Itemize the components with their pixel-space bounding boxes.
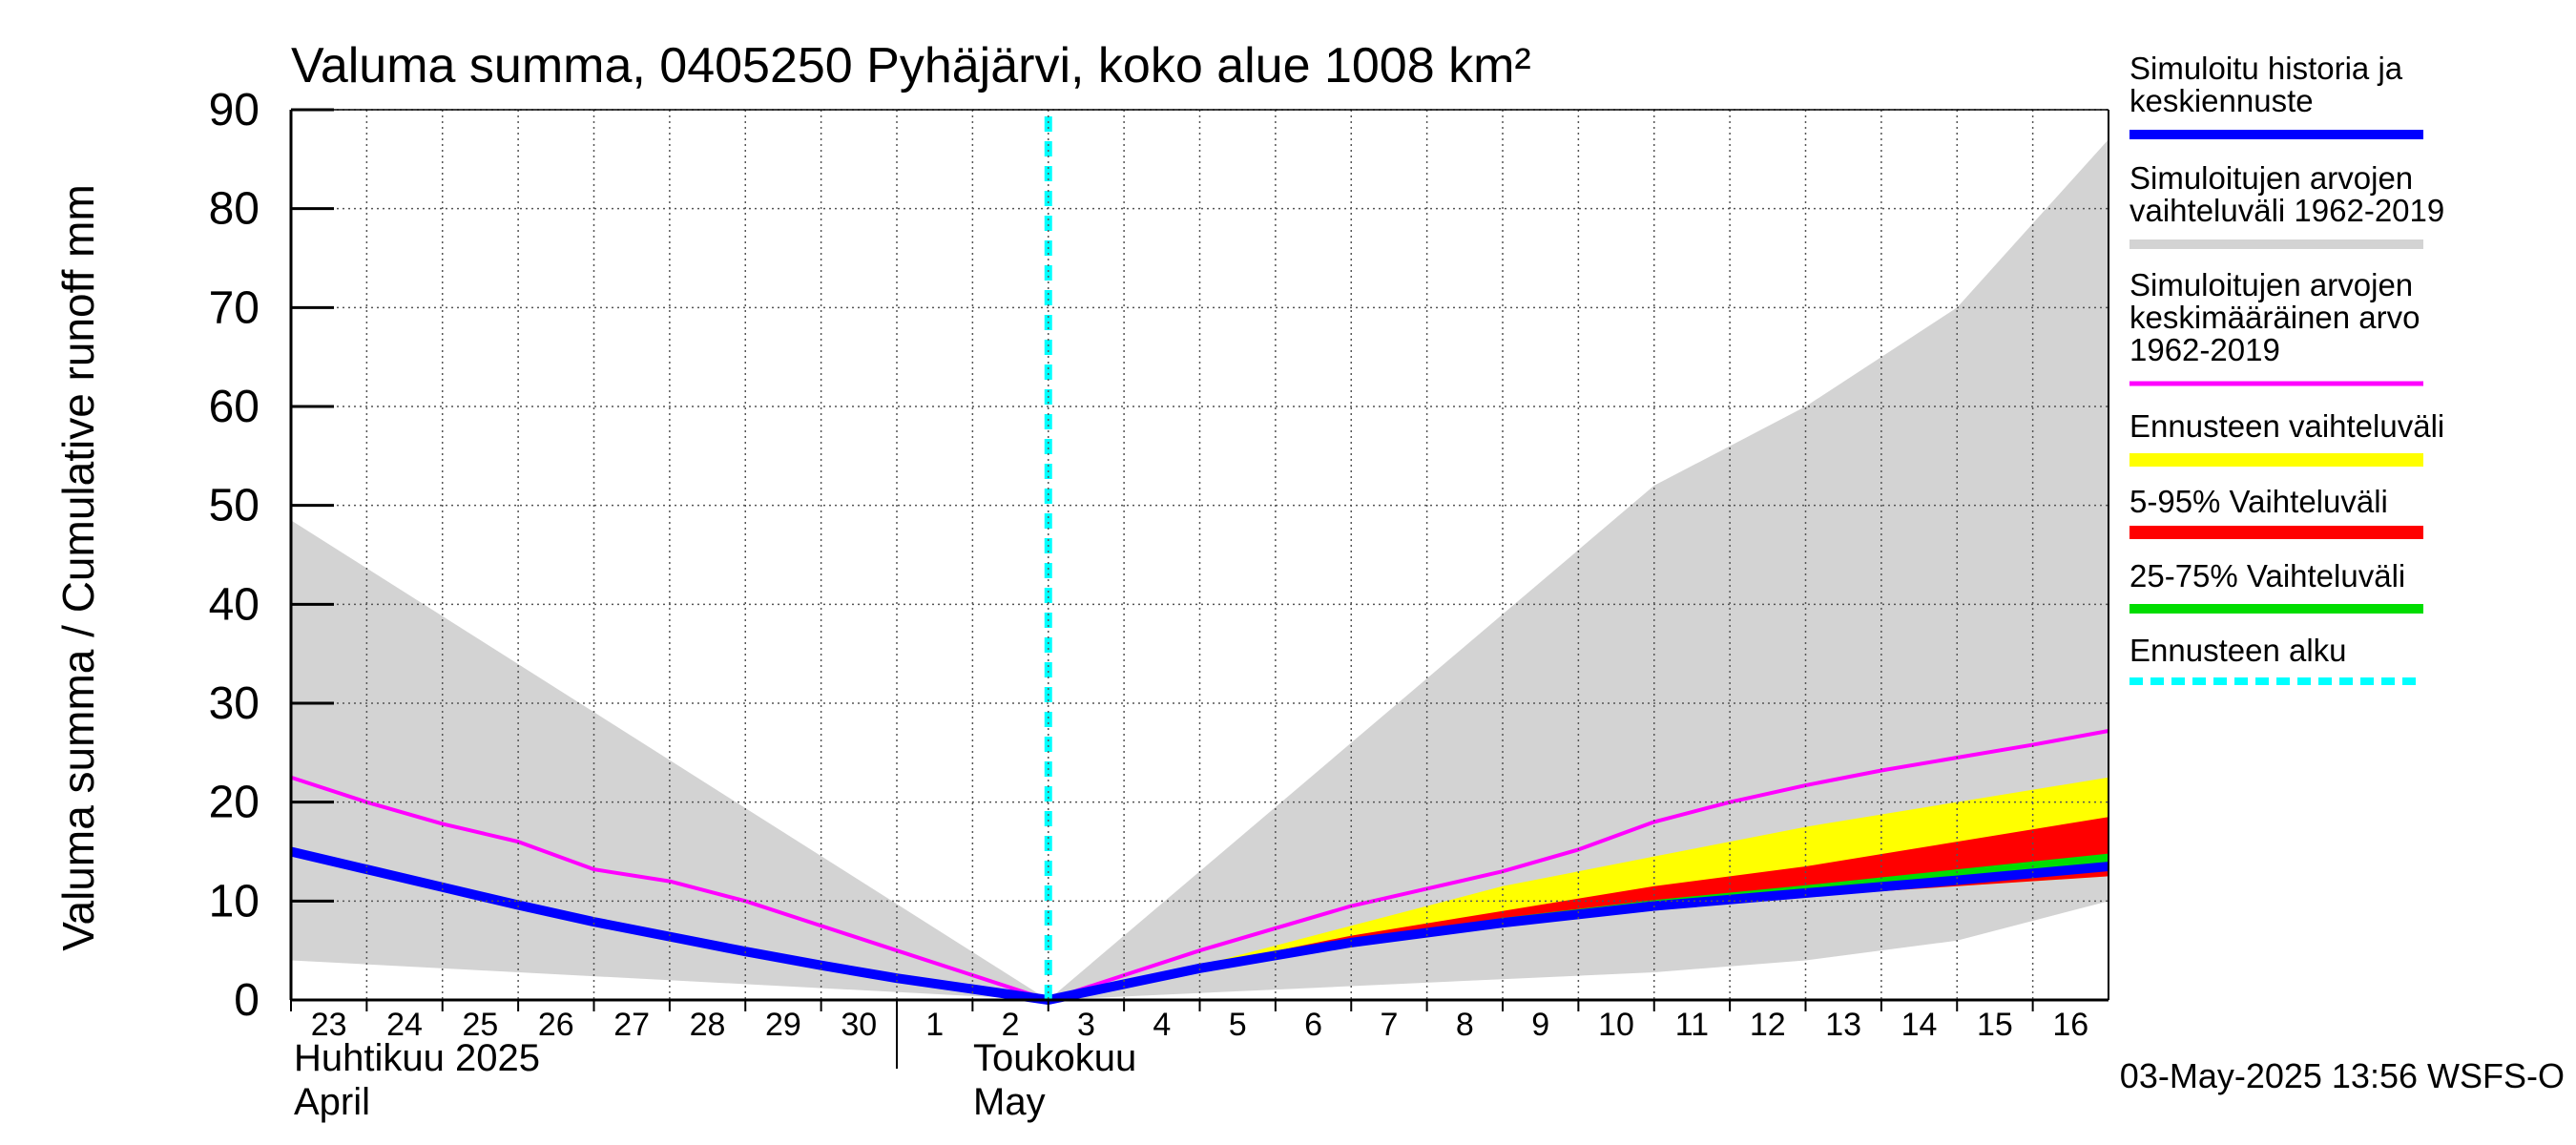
x-tick-label-24: 24 [386,1007,423,1043]
legend-label-3-line-0: Ennusteen vaihteluväli [2129,408,2444,444]
x-tick-label-13: 13 [1825,1007,1861,1043]
x-tick-label-27: 27 [613,1007,650,1043]
x-tick-label-7: 7 [1380,1007,1398,1043]
x-tick-label-15: 15 [1977,1007,2013,1043]
x-tick-label-2: 2 [1002,1007,1020,1043]
x-tick-label-5: 5 [1229,1007,1247,1043]
x-tick-label-30: 30 [841,1007,877,1043]
legend-label-6-line-0: Ennusteen alku [2129,633,2347,668]
chart-title: Valuma summa, 0405250 Pyhäjärvi, koko al… [291,38,1531,94]
y-tick-label-70: 70 [209,282,260,333]
legend-label-1-line-0: Simuloitujen arvojen [2129,160,2413,196]
x-tick-label-6: 6 [1304,1007,1322,1043]
y-tick-label-60: 60 [209,382,260,432]
x-tick-label-29: 29 [765,1007,801,1043]
x-tick-label-4: 4 [1153,1007,1171,1043]
y-tick-label-20: 20 [209,778,260,828]
x-tick-label-9: 9 [1531,1007,1549,1043]
band-0-simuloitujen-arvojen-vaihteluv-li-1962-2019 [291,139,2109,1001]
y-tick-label-50: 50 [209,481,260,531]
y-tick-label-30: 30 [209,678,260,729]
y-tick-label-90: 90 [209,85,260,135]
x-tick-label-11: 11 [1675,1007,1709,1043]
legend-item-4: 5-95% Vaihteluväli [2129,484,2423,539]
y-tick-label-80: 80 [209,184,260,235]
band-2-5-95-vaihteluv-li [1048,817,2109,1000]
month-label-april-en: April [294,1081,370,1123]
legend-label-0-line-1: keskiennuste [2129,83,2314,118]
x-tick-label-16: 16 [2052,1007,2088,1043]
band-3-25-75-vaihteluv-li [1048,853,2109,1000]
x-tick-label-3: 3 [1077,1007,1095,1043]
median-forecast-line [289,846,2109,1005]
legend-label-0-line-0: Simuloitu historia ja [2129,51,2403,86]
y-tick-label-10: 10 [209,876,260,926]
legend-item-6: Ennusteen alku [2129,633,2423,685]
x-tick-label-26: 26 [538,1007,574,1043]
legend-label-4-line-0: 5-95% Vaihteluväli [2129,484,2388,519]
legend-item-3: Ennusteen vaihteluväli [2129,408,2444,467]
legend-item-5: 25-75% Vaihteluväli [2129,558,2423,614]
legend-label-2-line-0: Simuloitujen arvojen [2129,267,2413,302]
legend: Simuloitu historia jakeskiennusteSimuloi… [2129,51,2444,685]
y-tick-label-0: 0 [234,975,260,1026]
x-tick-label-28: 28 [690,1007,726,1043]
y-tick-label-40: 40 [209,579,260,630]
x-tick-label-1: 1 [925,1007,944,1043]
legend-label-1-line-1: vaihteluväli 1962-2019 [2129,193,2444,228]
x-tick-label-12: 12 [1750,1007,1786,1043]
legend-label-2-line-1: keskimääräinen arvo [2129,300,2420,335]
y-axis-label: Valuma summa / Cumulative runoff mm [53,184,103,951]
x-tick-label-10: 10 [1598,1007,1634,1043]
month-label-april-fi: Huhtikuu 2025 [294,1037,540,1079]
month-label-may-fi: Toukokuu [973,1037,1136,1079]
legend-label-5-line-0: 25-75% Vaihteluväli [2129,558,2405,593]
x-tick-label-8: 8 [1456,1007,1474,1043]
x-tick-label-14: 14 [1901,1007,1938,1043]
x-tick-label-23: 23 [311,1007,347,1043]
month-label-may-en: May [973,1081,1046,1123]
legend-label-2-line-2: 1962-2019 [2129,332,2280,367]
timestamp-footer: 03-May-2025 13:56 WSFS-O [2120,1056,2565,1095]
x-tick-label-25: 25 [463,1007,499,1043]
